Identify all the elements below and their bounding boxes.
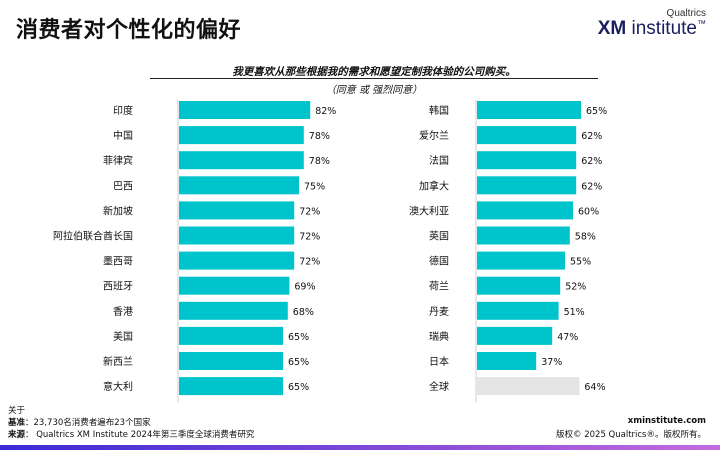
bar-1-8: [179, 276, 290, 295]
data-label: 62%: [581, 156, 602, 167]
bar-2-5: [477, 201, 573, 220]
logo-main-text: XM institute™: [598, 18, 706, 40]
bar-2-3: [477, 151, 577, 170]
bar-2-8: [477, 276, 561, 295]
chart-subtitle: （同意 或 强烈同意）: [325, 85, 423, 96]
category-label: 巴西: [113, 180, 133, 192]
category-label: 香港: [113, 306, 133, 318]
data-label: 78%: [309, 156, 330, 167]
footer-about: 关于: [8, 406, 26, 416]
data-label: 68%: [293, 307, 314, 318]
category-label: 丹麦: [429, 306, 449, 318]
chart-title: 我更喜欢从那些根据我的需求和愿望定制我体验的公司购买。: [232, 66, 516, 78]
category-label: 瑞典: [429, 330, 449, 343]
bar-2-2: [477, 126, 577, 145]
data-label: 51%: [564, 307, 585, 318]
logo-tm: ™: [697, 18, 706, 29]
data-label: 60%: [578, 206, 599, 217]
bar-2-9: [477, 301, 559, 320]
bar-2-12: [477, 377, 580, 396]
data-label: 47%: [557, 332, 578, 343]
category-label: 阿拉伯联合酋长国: [53, 230, 133, 243]
bar-2-4: [477, 176, 577, 195]
footer-base: 基准：23,730名消费者遍布23个国家: [8, 416, 151, 428]
data-label: 78%: [309, 131, 330, 142]
footer-base-text: ：23,730名消费者遍布23个国家: [25, 418, 151, 428]
footer-site: xminstitute.com: [627, 416, 706, 426]
category-label: 德国: [429, 255, 449, 268]
data-label: 75%: [304, 181, 325, 192]
category-label: 墨西哥: [103, 256, 133, 268]
bar-2-6: [477, 226, 570, 245]
data-label: 52%: [565, 282, 586, 293]
data-label: 72%: [299, 206, 320, 217]
xm-institute-logo: Qualtrics XM institute™: [598, 8, 706, 40]
bar-1-2: [179, 126, 304, 145]
footer-copyright: 版权© 2025 Qualtrics®。版权所有。: [556, 430, 706, 440]
bar-1-9: [179, 301, 288, 320]
data-label: 82%: [315, 106, 336, 117]
title-divider: [150, 78, 598, 79]
bar-1-7: [179, 251, 295, 270]
bar-1-6: [179, 226, 295, 245]
footer-source-text: ： Qualtrics XM Institute 2024年第三季度全球消费者研…: [25, 430, 255, 440]
bar-1-4: [179, 176, 299, 195]
data-label: 55%: [570, 257, 591, 268]
category-label: 西班牙: [103, 281, 133, 293]
category-label: 中国: [113, 129, 133, 142]
brand-gradient-bar: [0, 445, 720, 450]
category-label: 法国: [429, 154, 449, 167]
data-label: 62%: [581, 181, 602, 192]
data-label: 37%: [541, 357, 562, 368]
category-label: 荷兰: [429, 280, 449, 293]
bar-1-10: [179, 326, 283, 345]
category-label: 澳大利亚: [409, 204, 449, 217]
data-label: 72%: [299, 257, 320, 268]
category-label: 英国: [429, 230, 449, 243]
category-label: 菲律宾: [103, 154, 133, 167]
data-label: 65%: [288, 382, 309, 393]
data-label: 65%: [288, 332, 309, 343]
bar-2-11: [477, 352, 537, 370]
category-label: 韩国: [429, 104, 449, 117]
data-label: 64%: [584, 382, 605, 393]
category-label: 全球: [429, 380, 449, 393]
data-label: 69%: [294, 282, 315, 293]
bar-2-7: [477, 251, 565, 270]
bar-1-3: [179, 151, 304, 170]
category-label: 印度: [113, 104, 133, 117]
data-label: 62%: [581, 131, 602, 142]
bar-2-10: [477, 326, 553, 345]
bar-1-5: [179, 201, 295, 220]
data-label: 72%: [299, 232, 320, 243]
category-label: 日本: [429, 355, 449, 368]
data-label: 65%: [288, 357, 309, 368]
bar-1-1: [179, 101, 311, 119]
footer-source-label: 来源: [8, 430, 26, 440]
data-label: 65%: [586, 106, 607, 117]
category-label: 加拿大: [419, 179, 449, 192]
bar-2-1: [477, 101, 581, 119]
category-label: 新西兰: [103, 355, 133, 368]
logo-brand-text: Qualtrics: [666, 8, 706, 19]
footer-source: 来源： Qualtrics XM Institute 2024年第三季度全球消费…: [8, 428, 254, 440]
bar-1-11: [179, 352, 283, 370]
page-title: 消费者对个性化的偏好: [16, 18, 242, 43]
bar-1-12: [179, 377, 283, 396]
logo-xm: XM: [597, 18, 627, 39]
category-label: 新加坡: [103, 204, 133, 217]
footer-base-label: 基准: [8, 418, 26, 428]
category-label: 爱尔兰: [419, 129, 449, 142]
data-label: 58%: [575, 232, 596, 243]
category-label: 美国: [113, 330, 133, 343]
logo-institute: institute: [626, 18, 698, 39]
category-label: 意大利: [103, 380, 133, 393]
